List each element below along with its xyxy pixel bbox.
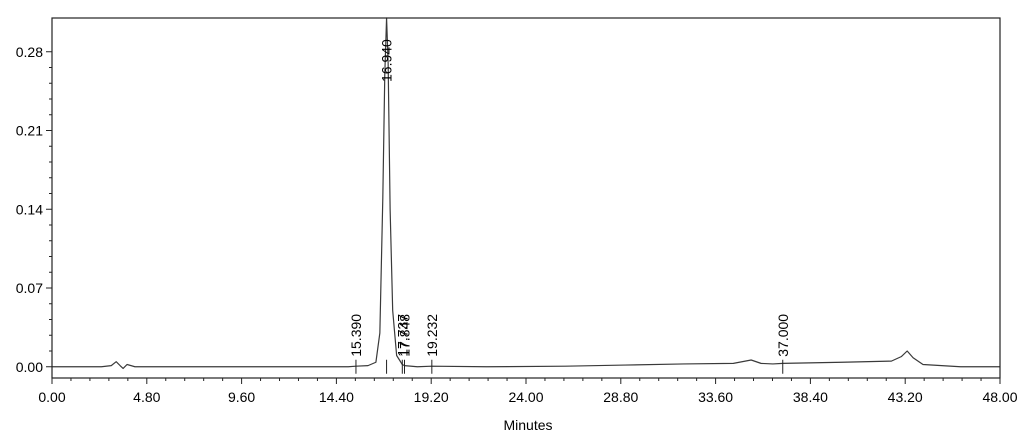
plot-frame	[51, 17, 1001, 379]
x-tick-label: 43.20	[888, 389, 923, 405]
x-tick-label: 38.40	[793, 389, 828, 405]
x-tick-label: 48.00	[982, 389, 1017, 405]
x-tick-label: 33.60	[698, 389, 733, 405]
y-tick-label: 0.07	[16, 280, 43, 296]
y-tick-label: 0.21	[16, 123, 43, 139]
chromatogram-trace	[52, 17, 1000, 370]
y-tick-label: 0.00	[16, 359, 43, 375]
data-layer	[52, 17, 1000, 370]
x-tick-label: 28.80	[603, 389, 638, 405]
y-tick-label: 0.14	[16, 201, 43, 217]
x-axis-title: Minutes	[503, 417, 552, 433]
peak-label: 17.737	[394, 314, 410, 357]
x-tick-label: 24.00	[508, 389, 543, 405]
peak-label: 37.000	[775, 314, 791, 357]
peak-label: 19.232	[424, 314, 440, 357]
x-tick-label: 14.40	[319, 389, 354, 405]
x-tick-label: 4.80	[133, 389, 160, 405]
peak-label: 17.848	[396, 314, 412, 357]
peak-label: 16.940	[379, 39, 395, 82]
peak-label: 15.390	[348, 314, 364, 357]
x-tick-label: 9.60	[228, 389, 255, 405]
x-tick-label: 19.20	[414, 389, 449, 405]
x-tick-label: 0.00	[38, 389, 65, 405]
y-tick-label: 0.28	[16, 44, 43, 60]
